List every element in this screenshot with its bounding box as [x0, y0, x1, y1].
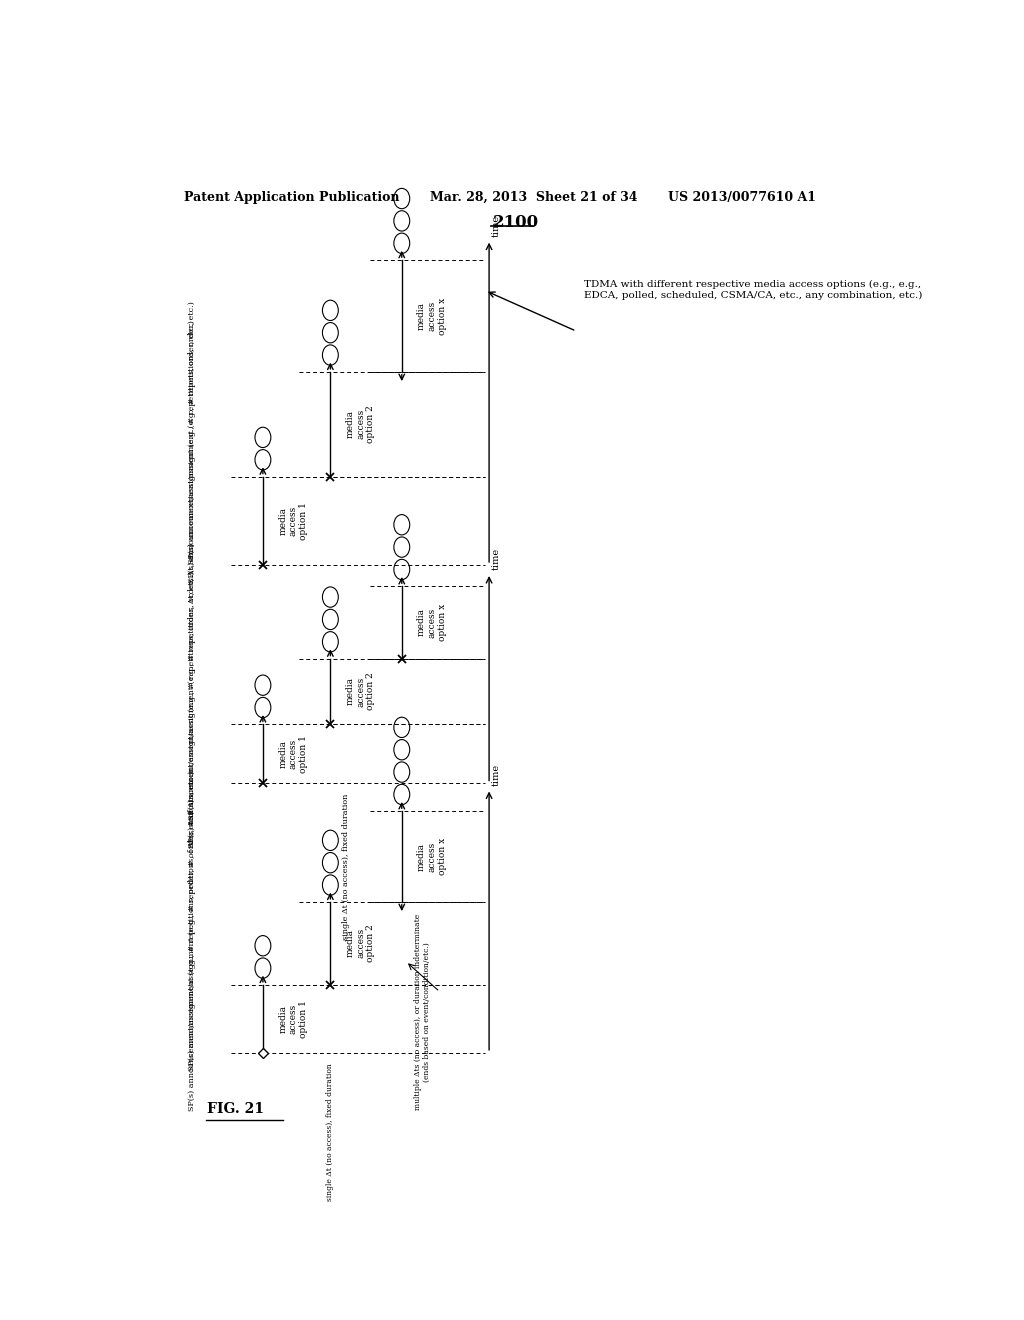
Text: SP(s) announcement/assignment (e.g., # repetitions, order, Δt, etc.): SP(s) announcement/assignment (e.g., # r… [187, 544, 196, 820]
Text: time: time [493, 763, 502, 785]
Text: media
access
option x: media access option x [417, 838, 446, 875]
Text: US 2013/0077610 A1: US 2013/0077610 A1 [668, 191, 816, 203]
Text: time: time [493, 215, 502, 236]
Text: SP(s) announcement/assignment (e.g., # repetitions, order, Δt, etc.): SP(s) announcement/assignment (e.g., # r… [187, 572, 196, 849]
Text: single Δt (no access), fixed duration: single Δt (no access), fixed duration [342, 793, 350, 940]
Text: SP(s) announcement/assignment (e.g., # repetitions, order, etc.): SP(s) announcement/assignment (e.g., # r… [187, 319, 196, 582]
Text: FIG. 21: FIG. 21 [207, 1102, 264, 1115]
Text: media
access
option 2: media access option 2 [346, 924, 376, 962]
Text: 2100: 2100 [494, 214, 540, 231]
Text: TDMA with different respective media access options (e.g., e.g.,
EDCA, polled, s: TDMA with different respective media acc… [585, 280, 923, 300]
Text: media
access
option 1: media access option 1 [279, 1001, 308, 1038]
Text: media
access
option x: media access option x [417, 603, 446, 642]
Text: media
access
option 1: media access option 1 [279, 735, 308, 772]
Text: media
access
option 1: media access option 1 [279, 502, 308, 540]
Text: media
access
option 2: media access option 2 [346, 405, 376, 444]
Text: multiple Δts (no access), or duration indeterminate
(ends based on event/conditi: multiple Δts (no access), or duration in… [414, 913, 431, 1110]
Text: Mar. 28, 2013  Sheet 21 of 34: Mar. 28, 2013 Sheet 21 of 34 [430, 191, 637, 203]
Text: SP(s) announcement/assignment (e.g., # repetitions, order, # of Δts, etc.): SP(s) announcement/assignment (e.g., # r… [187, 810, 196, 1110]
Text: Patent Application Publication: Patent Application Publication [183, 191, 399, 203]
Text: time: time [493, 548, 502, 570]
Text: SP(s) announcement/assignment (e.g., # repetitions, order, # of Δts, etc.): SP(s) announcement/assignment (e.g., # r… [187, 771, 196, 1071]
Text: SP(s) announcement/assignment (e.g., # repetitions, order, etc.): SP(s) announcement/assignment (e.g., # r… [187, 301, 196, 564]
Text: media
access
option 2: media access option 2 [346, 673, 376, 710]
Text: media
access
option x: media access option x [417, 297, 446, 334]
Text: single Δt (no access), fixed duration: single Δt (no access), fixed duration [327, 1063, 335, 1201]
